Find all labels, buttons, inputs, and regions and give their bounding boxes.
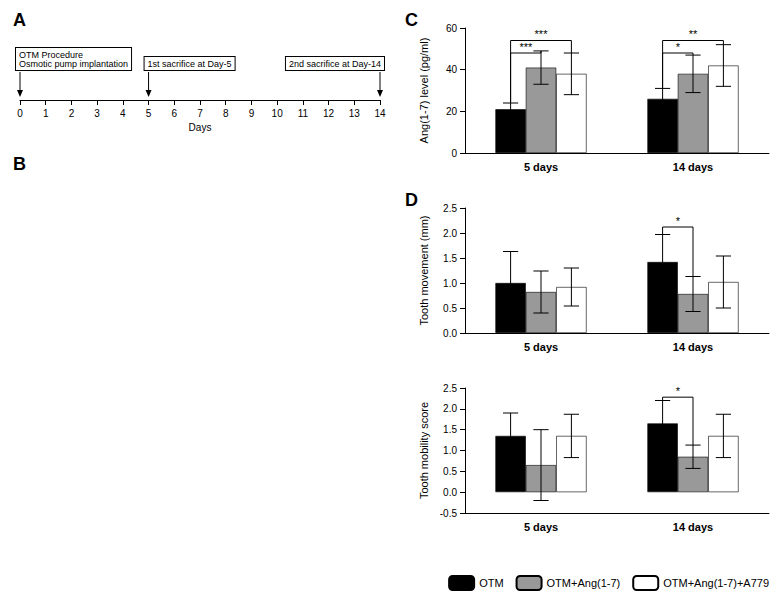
svg-text:5: 5 xyxy=(146,108,152,119)
svg-text:Tooth movement (mm): Tooth movement (mm) xyxy=(418,215,430,325)
svg-text:13: 13 xyxy=(349,108,361,119)
svg-text:0.5: 0.5 xyxy=(443,303,457,314)
svg-text:11: 11 xyxy=(298,108,309,119)
svg-text:D: D xyxy=(405,190,418,210)
svg-text:**: ** xyxy=(689,28,698,40)
svg-text:5 days: 5 days xyxy=(524,161,558,173)
svg-text:1st sacrifice at Day-5: 1st sacrifice at Day-5 xyxy=(148,59,232,69)
svg-text:14 days: 14 days xyxy=(673,161,713,173)
svg-text:Tooth mobility score: Tooth mobility score xyxy=(418,402,430,499)
svg-text:0: 0 xyxy=(17,108,23,119)
svg-text:2.5: 2.5 xyxy=(443,383,457,394)
svg-text:14 days: 14 days xyxy=(673,341,713,353)
svg-text:2nd sacrifice at Day-14: 2nd sacrifice at Day-14 xyxy=(289,59,381,69)
svg-text:20: 20 xyxy=(446,106,458,117)
svg-text:6: 6 xyxy=(172,108,178,119)
svg-text:Ang(1-7) level (pg/ml): Ang(1-7) level (pg/ml) xyxy=(418,38,430,144)
svg-text:2: 2 xyxy=(69,108,75,119)
svg-text:1.0: 1.0 xyxy=(443,445,457,456)
svg-text:5 days: 5 days xyxy=(524,341,558,353)
svg-text:1.0: 1.0 xyxy=(443,278,457,289)
svg-text:2.0: 2.0 xyxy=(443,228,457,239)
svg-text:OTM+Ang(1-7)+A779: OTM+Ang(1-7)+A779 xyxy=(663,577,769,589)
svg-text:OTM+Ang(1-7): OTM+Ang(1-7) xyxy=(547,577,621,589)
svg-text:0.0: 0.0 xyxy=(443,328,457,339)
svg-text:*: * xyxy=(676,385,681,397)
svg-text:1.5: 1.5 xyxy=(443,424,457,435)
svg-text:40: 40 xyxy=(446,64,458,75)
svg-text:*: * xyxy=(676,215,681,227)
svg-text:10: 10 xyxy=(272,108,284,119)
svg-text:1.5: 1.5 xyxy=(443,253,457,264)
svg-text:1: 1 xyxy=(43,108,49,119)
svg-text:7: 7 xyxy=(197,108,203,119)
svg-text:5 days: 5 days xyxy=(524,521,558,533)
svg-text:14: 14 xyxy=(374,108,386,119)
svg-text:8: 8 xyxy=(223,108,229,119)
svg-text:14 days: 14 days xyxy=(673,521,713,533)
svg-text:Days: Days xyxy=(189,122,212,133)
svg-text:OTM: OTM xyxy=(479,577,503,589)
svg-text:B: B xyxy=(13,154,26,174)
svg-text:60: 60 xyxy=(446,23,458,34)
svg-text:***: *** xyxy=(519,41,533,53)
svg-text:0.0: 0.0 xyxy=(443,487,457,498)
svg-text:***: *** xyxy=(535,28,549,40)
svg-text:OTM Procedure: OTM Procedure xyxy=(19,49,83,60)
svg-text:2.5: 2.5 xyxy=(443,203,457,214)
svg-text:2.0: 2.0 xyxy=(443,403,457,414)
svg-text:C: C xyxy=(405,10,418,30)
svg-text:3: 3 xyxy=(94,108,100,119)
svg-text:0: 0 xyxy=(451,148,457,159)
svg-text:12: 12 xyxy=(323,108,335,119)
svg-text:A: A xyxy=(13,10,26,30)
svg-text:4: 4 xyxy=(120,108,126,119)
svg-text:-0.5: -0.5 xyxy=(440,508,458,519)
svg-text:0.5: 0.5 xyxy=(443,466,457,477)
svg-text:*: * xyxy=(676,41,681,53)
svg-text:9: 9 xyxy=(249,108,255,119)
svg-text:Osmotic pump implantation: Osmotic pump implantation xyxy=(19,59,128,69)
